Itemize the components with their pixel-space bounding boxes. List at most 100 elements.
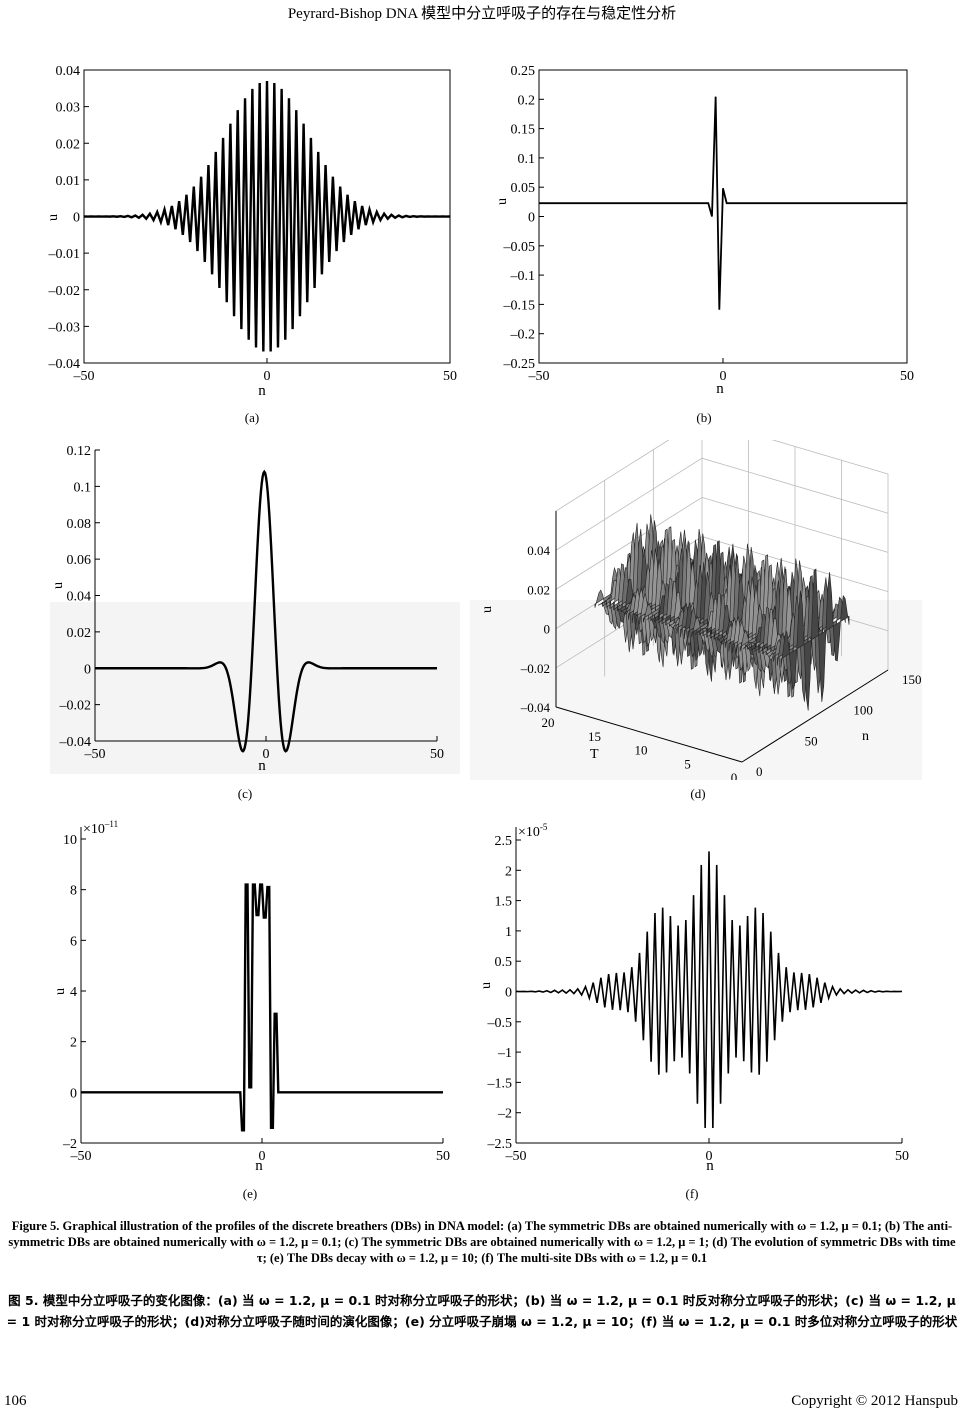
panel-d-label: (d) <box>690 786 706 801</box>
y-tick-label: 1.5 <box>495 895 513 910</box>
y-axis-label: u <box>46 214 61 221</box>
x-tick-label: 0 <box>720 369 727 384</box>
y-tick-label: 0.1 <box>74 480 92 495</box>
y-tick-label: 0.12 <box>67 444 92 459</box>
y-tick-label: –2.5 <box>487 1137 513 1152</box>
y-axis-label: u <box>479 982 494 989</box>
y-tick-label: 0.25 <box>511 64 536 79</box>
y-tick-label: 10 <box>63 833 77 848</box>
x-tick-label: 0 <box>263 747 270 762</box>
t-tick-label: 20 <box>542 715 555 730</box>
x-tick-label: 50 <box>895 1149 909 1164</box>
x-tick-label: –50 <box>73 369 95 384</box>
y-tick-label: –0.02 <box>59 699 92 714</box>
x-tick-label: 50 <box>436 1149 450 1164</box>
y-tick-label: –0.02 <box>48 284 81 299</box>
t-tick-label: 15 <box>588 729 601 744</box>
panel-b-plot: 0.25 0.2 0.15 0.1 0.05 0 –0.05 –0.1 –0.15 –0.2 –0.… <box>495 64 914 397</box>
copyright: Copyright © 2012 Hanspub <box>791 1393 958 1409</box>
panel-c-label: (c) <box>237 786 253 801</box>
y-tick-label: 6 <box>70 934 77 949</box>
x-axis-label: n <box>258 383 266 399</box>
z-tick-label: 0 <box>544 622 551 637</box>
y-tick-label: –0.04 <box>48 357 81 372</box>
panel-f-label: (f) <box>685 1186 699 1201</box>
page-number: 106 <box>4 1393 27 1409</box>
y-tick-label: 0.05 <box>511 181 536 196</box>
y-tick-label: –0.04 <box>59 735 92 750</box>
n-axis-label: n <box>862 729 869 744</box>
y-tick-label: 0.06 <box>67 553 92 568</box>
y-axis-label: u <box>53 988 68 995</box>
y-tick-label: 4 <box>70 985 77 1000</box>
y-tick-label: –0.1 <box>510 269 536 284</box>
running-header: Peyrard-Bishop DNA 模型中分立呼吸子的存在与稳定性分析 <box>287 6 677 22</box>
x-tick-label: 0 <box>706 1149 713 1164</box>
n-tick-label: 50 <box>805 733 818 748</box>
x-tick-label: 50 <box>443 369 457 384</box>
t-tick-label: 5 <box>684 756 691 771</box>
y-tick-label: 8 <box>70 884 77 899</box>
y-tick-label: 0 <box>84 662 91 677</box>
x-tick-label: 0 <box>259 1149 266 1164</box>
y-tick-label: 0 <box>70 1086 77 1101</box>
y-tick-label: 0.5 <box>495 955 513 970</box>
panel-c-plot: 0.12 0.1 0.08 0.06 0.04 0.02 0 –0.02 –0.04–50 0 50… <box>50 444 460 774</box>
t-tick-label: 10 <box>635 743 648 758</box>
y-tick-label: 2.5 <box>495 834 513 849</box>
x-tick-label: 50 <box>900 369 914 384</box>
x-axis-label: n <box>258 758 266 774</box>
y-tick-label: 0.2 <box>518 93 536 108</box>
y-tick-label: –0.05 <box>503 240 536 255</box>
z-tick-label: 0.04 <box>527 543 550 558</box>
t-axis-label: T <box>590 747 599 762</box>
panel-e-label: (e) <box>242 1186 258 1201</box>
y-tick-label: –2 <box>497 1107 512 1122</box>
z-tick-label: –0.04 <box>520 700 551 715</box>
y-tick-label: –0.01 <box>48 247 81 262</box>
scale-factor: ×10-5 <box>518 822 548 840</box>
x-tick-label: –50 <box>70 1149 92 1164</box>
y-tick-label: –0.03 <box>48 320 81 335</box>
n-tick-label: 150 <box>902 672 922 687</box>
y-tick-label: 2 <box>505 864 512 879</box>
n-tick-label: 100 <box>853 703 873 718</box>
y-tick-label: –1.5 <box>487 1076 513 1091</box>
y-tick-label: 0.08 <box>67 517 92 532</box>
figure-caption-english: Figure 5. Graphical illustration of the … <box>8 1219 956 1265</box>
y-tick-label: –0.5 <box>487 1016 513 1031</box>
y-tick-label: 0 <box>505 986 512 1001</box>
panel-f-plot: 2.5 2 1.5 1 0.5 0 –0.5 –1 –1.5 –2 –2.5–50 0 50 ×10-5… <box>479 822 909 1174</box>
y-tick-label: 0 <box>528 211 535 226</box>
y-tick-label: 0.04 <box>67 590 92 605</box>
y-tick-label: 0.15 <box>511 123 536 138</box>
panel-a-label: (a) <box>244 410 260 425</box>
n-tick-label: 0 <box>756 764 763 779</box>
y-axis-label: u <box>495 198 510 205</box>
x-tick-label: –50 <box>528 369 550 384</box>
x-tick-label: 0 <box>264 369 271 384</box>
x-axis-label: n <box>716 381 724 397</box>
y-tick-label: 0.02 <box>56 137 81 152</box>
figure-caption-chinese: 图 5. 模型中分立呼吸子的变化图像：(a) 当 ω = 1.2, μ = 0.… <box>6 1293 958 1329</box>
x-tick-label: 50 <box>430 747 444 762</box>
y-axis-label: u <box>51 582 66 589</box>
x-axis-label: n <box>706 1158 714 1174</box>
y-tick-label: 0.01 <box>56 174 81 189</box>
y-tick-label: 2 <box>70 1036 77 1051</box>
panel-e-plot: 10 8 6 4 2 0 –2–50 0 50 ×10–11 u n <box>53 819 450 1174</box>
y-tick-label: –0.25 <box>503 357 536 372</box>
y-tick-label: 1 <box>505 925 512 940</box>
y-tick-label: 0.04 <box>56 64 81 79</box>
y-tick-label: –0.15 <box>503 298 536 313</box>
y-tick-label: 0.02 <box>67 626 92 641</box>
surface-strip <box>780 568 850 711</box>
y-tick-label: 0 <box>73 211 80 226</box>
y-tick-label: –2 <box>62 1137 77 1152</box>
scale-factor: ×10–11 <box>83 819 118 837</box>
y-tick-label: –0.2 <box>510 328 536 343</box>
x-tick-label: –50 <box>505 1149 527 1164</box>
x-axis-label: n <box>255 1158 263 1174</box>
panel-a-plot: 0.04 0.03 0.02 0.01 0 –0.01 –0.02 –0.03 –0.04–50… <box>46 64 457 399</box>
